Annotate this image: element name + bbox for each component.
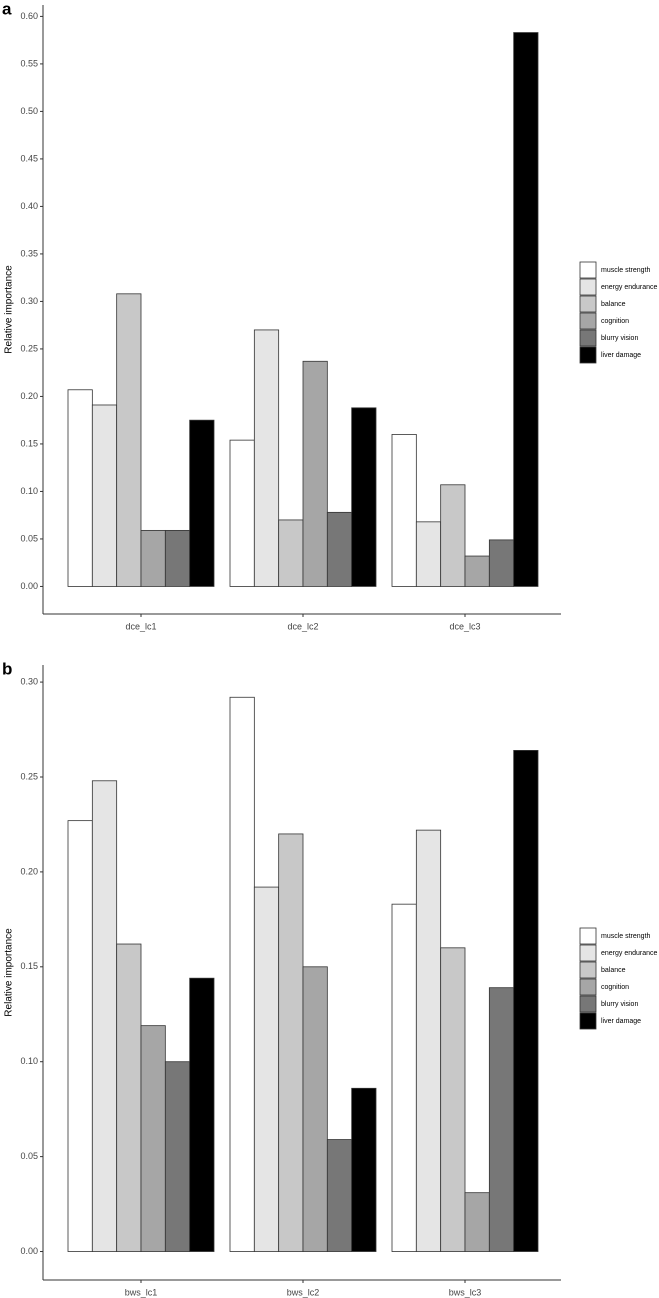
bar bbox=[229, 696, 255, 1252]
bar bbox=[415, 829, 442, 1252]
y-tick-label: 0.00 bbox=[20, 581, 38, 591]
y-tick-label: 0.00 bbox=[20, 1246, 38, 1256]
y-tick-label: 0.25 bbox=[20, 771, 38, 781]
legend-label: balance bbox=[601, 301, 626, 308]
legend-key bbox=[579, 261, 597, 279]
legend-key bbox=[579, 995, 597, 1013]
bar bbox=[67, 820, 93, 1252]
y-tick-label: 0.20 bbox=[20, 391, 38, 401]
y-tick-label: 0.15 bbox=[20, 438, 38, 448]
y-axis-label: Relative importance bbox=[4, 265, 15, 354]
bar bbox=[488, 987, 515, 1252]
bar bbox=[464, 555, 490, 587]
bar bbox=[415, 521, 442, 587]
bar bbox=[67, 389, 93, 587]
bar bbox=[91, 780, 118, 1252]
bar bbox=[513, 750, 539, 1252]
legend-label: muscle strength bbox=[601, 933, 651, 940]
y-tick-label: 0.30 bbox=[20, 676, 38, 686]
y-tick-label: 0.05 bbox=[20, 1151, 38, 1161]
bar bbox=[440, 484, 466, 587]
bar bbox=[116, 293, 142, 587]
bar bbox=[164, 529, 191, 587]
bar bbox=[326, 511, 353, 587]
y-tick-label: 0.60 bbox=[20, 11, 38, 21]
y-tick-label: 0.30 bbox=[20, 296, 38, 306]
legend-label: energy endurance bbox=[601, 284, 658, 291]
legend-key bbox=[579, 312, 597, 330]
panel-label: a bbox=[2, 0, 12, 18]
legend-key bbox=[579, 329, 597, 347]
y-tick-label: 0.25 bbox=[20, 343, 38, 353]
y-tick-label: 0.20 bbox=[20, 866, 38, 876]
y-tick-label: 0.40 bbox=[20, 201, 38, 211]
y-tick-label: 0.55 bbox=[20, 58, 38, 68]
legend-key bbox=[579, 944, 597, 962]
bar bbox=[116, 943, 142, 1252]
bar bbox=[278, 519, 304, 587]
bar bbox=[253, 886, 280, 1252]
x-tick-label: bws_lc1 bbox=[125, 1287, 158, 1297]
bar bbox=[140, 1025, 166, 1252]
bar bbox=[513, 32, 539, 587]
legend-label: liver damage bbox=[601, 1018, 641, 1025]
legend-label: blurry vision bbox=[601, 1001, 638, 1008]
bar bbox=[391, 434, 417, 587]
legend-key bbox=[579, 927, 597, 945]
x-tick-label: bws_lc2 bbox=[287, 1287, 320, 1297]
legend-label: liver damage bbox=[601, 352, 641, 359]
legend-key bbox=[579, 278, 597, 296]
bar bbox=[229, 439, 255, 587]
y-tick-label: 0.10 bbox=[20, 486, 38, 496]
legend-key bbox=[579, 1012, 597, 1030]
legend-label: balance bbox=[601, 967, 626, 974]
bar bbox=[189, 419, 215, 587]
y-tick-label: 0.15 bbox=[20, 961, 38, 971]
y-tick-label: 0.35 bbox=[20, 248, 38, 258]
bar bbox=[326, 1139, 353, 1252]
bar bbox=[302, 360, 328, 587]
bar bbox=[440, 947, 466, 1252]
legend-key bbox=[579, 295, 597, 313]
bar bbox=[140, 529, 166, 587]
legend-label: blurry vision bbox=[601, 335, 638, 342]
bar bbox=[164, 1061, 191, 1252]
bar bbox=[488, 539, 515, 587]
bar bbox=[302, 966, 328, 1252]
y-tick-label: 0.10 bbox=[20, 1056, 38, 1066]
bar bbox=[253, 329, 280, 587]
legend-key bbox=[579, 346, 597, 364]
x-tick-label: dce_lc3 bbox=[449, 621, 480, 631]
bar bbox=[351, 407, 377, 587]
legend-label: muscle strength bbox=[601, 267, 651, 274]
bar bbox=[464, 1192, 490, 1252]
legend-label: cognition bbox=[601, 984, 629, 991]
legend-label: energy endurance bbox=[601, 950, 658, 957]
bar bbox=[351, 1087, 377, 1252]
panel-label: b bbox=[2, 659, 12, 678]
legend-label: cognition bbox=[601, 318, 629, 325]
bar bbox=[391, 903, 417, 1252]
y-tick-label: 0.05 bbox=[20, 533, 38, 543]
x-tick-label: dce_lc2 bbox=[287, 621, 318, 631]
y-tick-label: 0.50 bbox=[20, 106, 38, 116]
legend-key bbox=[579, 961, 597, 979]
y-tick-label: 0.45 bbox=[20, 153, 38, 163]
legend-key bbox=[579, 978, 597, 996]
x-tick-label: bws_lc3 bbox=[449, 1287, 482, 1297]
bar bbox=[91, 404, 118, 587]
x-tick-label: dce_lc1 bbox=[125, 621, 156, 631]
bar bbox=[278, 833, 304, 1252]
bar bbox=[189, 977, 215, 1252]
y-axis-label: Relative importance bbox=[4, 928, 15, 1017]
